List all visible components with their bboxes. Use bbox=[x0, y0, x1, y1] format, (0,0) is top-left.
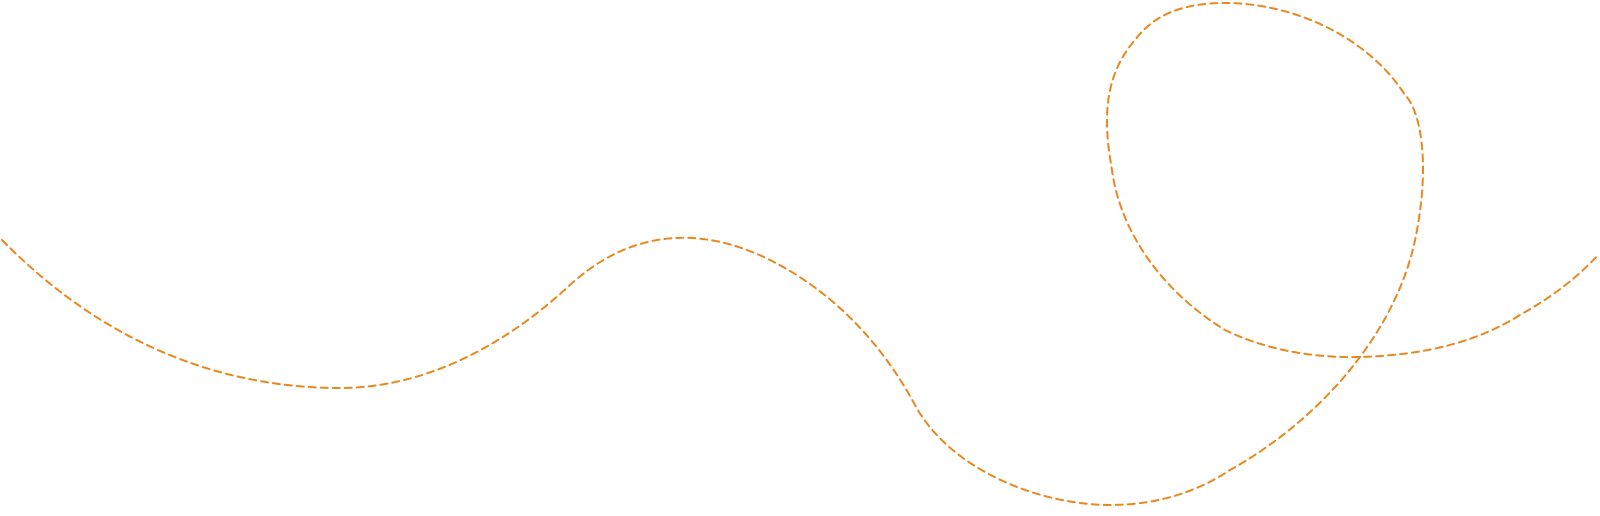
dashed-curve-path bbox=[1, 1, 1599, 507]
